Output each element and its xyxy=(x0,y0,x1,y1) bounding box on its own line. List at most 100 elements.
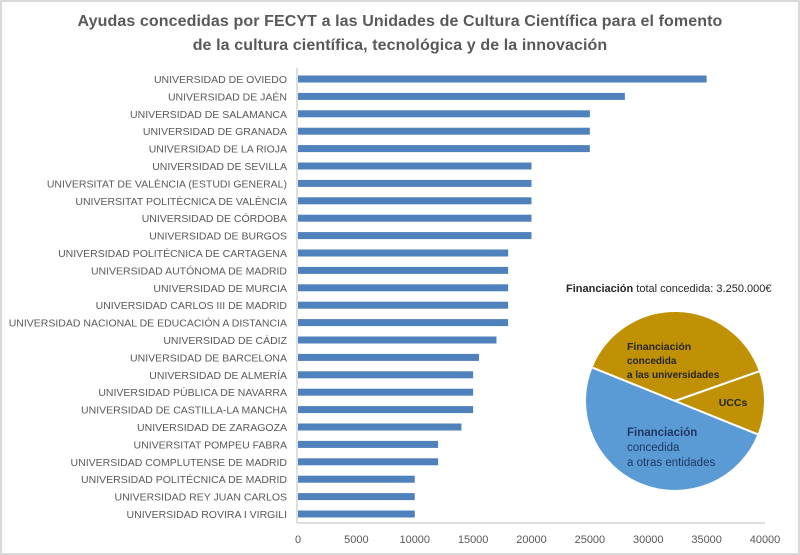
bar xyxy=(298,127,590,135)
pie-title: Financiación total concedida: 3.250.000€ xyxy=(566,283,771,295)
svg-text:concedida: concedida xyxy=(627,442,680,454)
bar xyxy=(298,179,532,187)
category-label: UNIVERSIDAD AUTÓNOMA DE MADRID xyxy=(91,264,287,277)
category-label: UNIVERSITAT POMPEU FABRA xyxy=(134,439,287,451)
x-tick-label: 25000 xyxy=(575,534,606,546)
category-label: UNIVERSIDAD NACIONAL DE EDUCACIÓN A DIST… xyxy=(9,317,287,330)
bar xyxy=(298,249,509,257)
x-axis: 0 5000 10000 15000 20000 25000 30000 35000 40000 xyxy=(295,68,780,546)
bar xyxy=(298,406,474,414)
bar-row: UNIVERSIDAD DE BURGOS xyxy=(149,231,532,243)
bar xyxy=(298,284,509,292)
bar-row: UNIVERSIDAD DE JAÉN xyxy=(168,90,625,103)
chart-title: Ayudas concedidas por FECYT a las Unidad… xyxy=(0,10,800,58)
bar xyxy=(298,440,439,448)
bar xyxy=(298,475,415,483)
bar-row: UNIVERSIDAD DE ALMERÍA xyxy=(149,369,474,382)
x-tick-label: 5000 xyxy=(344,534,368,546)
bar-row: UNIVERSIDAD DE SEVILLA xyxy=(152,161,532,173)
bar xyxy=(298,336,497,344)
pie-title-bold: Financiación xyxy=(566,283,634,295)
pie-slice xyxy=(590,310,762,403)
chart-title-line-1: Ayudas concedidas por FECYT a las Unidad… xyxy=(77,13,723,30)
bar-row: UNIVERSIDAD DE CASTILLA-LA MANCHA xyxy=(81,405,474,417)
bar xyxy=(298,371,474,379)
category-label: UNIVERSIDAD PÚBLICA DE NAVARRA xyxy=(98,386,287,399)
bar xyxy=(298,301,509,309)
bar-row: UNIVERSITAT DE VALÈNCIA (ESTUDI GENERAL) xyxy=(47,177,532,190)
bar-row: UNIVERSIDAD COMPLUTENSE DE MADRID xyxy=(71,457,439,469)
category-label: UNIVERSIDAD DE BARCELONA xyxy=(130,352,287,364)
x-tick-label: 0 xyxy=(295,534,301,546)
bar xyxy=(298,266,509,274)
bar-row: UNIVERSIDAD DE CÓRDOBA xyxy=(142,212,532,225)
bar xyxy=(298,214,532,222)
svg-text:a las universidades: a las universidades xyxy=(627,370,720,381)
bar-row: UNIVERSIDAD CARLOS III DE MADRID xyxy=(96,300,509,312)
pie-slice-label: UCCs xyxy=(719,397,748,409)
bar-row: UNIVERSIDAD DE MURCIA xyxy=(153,283,509,295)
category-label: UNIVERSIDAD DE ALMERÍA xyxy=(149,369,287,382)
bar xyxy=(298,510,415,518)
bar-row: UNIVERSIDAD PÚBLICA DE NAVARRA xyxy=(98,386,474,399)
category-label: UNIVERSIDAD DE CÓRDOBA xyxy=(142,212,287,225)
category-label: UNIVERSIDAD DE LA RIOJA xyxy=(149,144,287,156)
bar xyxy=(298,493,415,501)
bar-row: UNIVERSIDAD POLITÉCNICA DE MADRID xyxy=(81,473,415,486)
x-tick-label: 10000 xyxy=(399,534,430,546)
bar xyxy=(298,110,590,118)
bar-row: UNIVERSIDAD NACIONAL DE EDUCACIÓN A DIST… xyxy=(9,317,509,330)
category-label: UNIVERSIDAD DE BURGOS xyxy=(149,231,287,243)
bar xyxy=(298,145,590,153)
bar-row: UNIVERSITAT POMPEU FABRA xyxy=(134,439,439,451)
category-label: UNIVERSIDAD DE GRANADA xyxy=(143,126,287,138)
bar-row: UNIVERSIDAD DE OVIEDO xyxy=(154,74,707,86)
bar xyxy=(298,197,532,205)
bar-row: UNIVERSIDAD DE GRANADA xyxy=(143,126,590,138)
category-label: UNIVERSIDAD DE OVIEDO xyxy=(154,74,287,86)
category-label: UNIVERSIDAD POLITÉCNICA DE MADRID xyxy=(81,473,287,486)
category-label: UNIVERSIDAD DE ZARAGOZA xyxy=(137,422,287,434)
bar xyxy=(298,319,509,327)
chart-title-line-2: de la cultura científica, tecnológica y … xyxy=(192,37,608,54)
category-label: UNIVERSIDAD DE JAÉN xyxy=(168,90,287,103)
bar xyxy=(298,353,479,361)
pie-chart: Financiación concedida a las universidades… xyxy=(584,310,766,492)
x-tick-label: 30000 xyxy=(633,534,664,546)
bar xyxy=(298,162,532,170)
bar-row: UNIVERSIDAD DE CÁDIZ xyxy=(163,334,497,347)
bar xyxy=(298,92,625,100)
category-label: UNIVERSIDAD DE CASTILLA-LA MANCHA xyxy=(81,405,287,417)
bar-row: UNIVERSIDAD ROVIRA I VIRGILI xyxy=(127,509,415,521)
x-tick-label: 35000 xyxy=(691,534,722,546)
x-tick-label: 20000 xyxy=(516,534,547,546)
svg-text:a otras entidades: a otras entidades xyxy=(627,457,715,469)
category-label: UNIVERSIDAD DE SALAMANCA xyxy=(130,109,287,121)
bar xyxy=(298,458,439,466)
svg-text:Financiación: Financiación xyxy=(627,427,697,439)
category-label: UNIVERSIDAD REY JUAN CARLOS xyxy=(114,492,287,504)
bar-row: UNIVERSIDAD DE ZARAGOZA xyxy=(137,422,462,434)
category-label: UNIVERSIDAD DE MURCIA xyxy=(153,283,287,295)
bar-row: UNIVERSIDAD DE LA RIOJA xyxy=(149,144,590,156)
svg-text:concedida: concedida xyxy=(627,356,677,367)
pie-slice xyxy=(672,369,766,437)
bar xyxy=(298,232,532,240)
bar xyxy=(298,423,462,431)
bar-row: UNIVERSIDAD AUTÓNOMA DE MADRID xyxy=(91,264,509,277)
category-label: UNIVERSIDAD ROVIRA I VIRGILI xyxy=(127,509,287,521)
bar-layer: UNIVERSIDAD DE OVIEDO UNIVERSIDAD DE JAÉN… xyxy=(9,74,707,521)
bar-row: UNIVERSITAT POLITÈCNICA DE VALÈNCIA xyxy=(75,195,532,208)
bar-row: UNIVERSIDAD POLITÉCNICA DE CARTAGENA xyxy=(58,247,509,260)
x-tick-label: 40000 xyxy=(750,534,781,546)
svg-text:UCCs: UCCs xyxy=(719,397,748,409)
category-label: UNIVERSIDAD DE CÁDIZ xyxy=(163,334,287,347)
bar-row: UNIVERSIDAD REY JUAN CARLOS xyxy=(114,492,415,504)
pie-slice-label: Financiación concedida a las universidades xyxy=(627,341,720,381)
bar-row: UNIVERSIDAD DE SALAMANCA xyxy=(130,109,590,121)
category-label: UNIVERSITAT POLITÈCNICA DE VALÈNCIA xyxy=(75,195,287,208)
bar xyxy=(298,75,707,83)
pie-slice-label: Financiación concedida a otras entidades xyxy=(627,427,715,469)
bar xyxy=(298,388,474,396)
